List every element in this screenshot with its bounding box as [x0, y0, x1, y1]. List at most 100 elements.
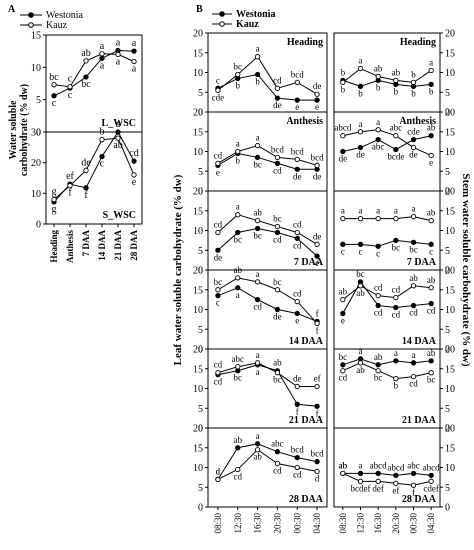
B-stem-21-daa-point-westonia	[428, 358, 434, 364]
B-leaf-stage-label: Anthesis	[286, 116, 323, 127]
B-stem-21-daa-point-kauz	[393, 375, 399, 382]
B-stem-anthesis-point-westonia	[393, 146, 399, 153]
B-leaf-28-daa-line-kauz	[217, 449, 318, 480]
A-xtick-label: 21 DAA	[113, 230, 123, 261]
A-xtick-label: 14 DAA	[97, 230, 107, 261]
B-leaf-21-daa-letter-kauz: a	[256, 350, 260, 360]
B-stem-21-daa-letter-westonia: a	[412, 350, 416, 360]
B-stem-anthesis-point-westonia	[375, 136, 381, 143]
B-leaf-xtick-label: 00:30	[292, 513, 302, 534]
B-stem-heading-letter-kauz: a	[429, 58, 433, 68]
B-stem-7-daa-point-westonia	[410, 239, 417, 246]
panel-a-letter: A	[8, 4, 16, 15]
B-leaf-14-daa-letter-westonia: a	[236, 290, 240, 300]
B-leaf-7-daa-letter-kauz: ab	[253, 208, 262, 218]
A_L_WSC-ytick-label: 0	[36, 128, 41, 139]
B-stem-7-daa-line-westonia	[342, 239, 432, 247]
B-stem-14-daa-point-kauz	[393, 294, 399, 301]
A_S_WSC-frame	[45, 131, 143, 225]
B-stem-anthesis-letter-westonia: ab	[427, 123, 436, 133]
B-stem-21-daa-ytick-label-right: 10	[445, 384, 455, 395]
B-leaf-stage-label: 21 DAA	[289, 415, 324, 426]
A_L_WSC-label: L_WSC	[102, 118, 136, 129]
B-leaf-heading-point-kauz	[274, 85, 281, 91]
B-leaf-7-daa-ytick-label: 10	[193, 226, 203, 237]
legend-b-kauz-label: Kauz	[236, 19, 259, 30]
B-leaf-heading-letter-westonia: c	[216, 75, 220, 85]
B-leaf-21-daa-point-kauz	[235, 364, 241, 370]
B-leaf-14-daa-letter-westonia: f	[316, 308, 319, 318]
B-leaf-14-daa-ytick-label: 15	[193, 285, 203, 296]
B-stem-heading-point-kauz	[357, 65, 364, 72]
B-leaf-heading-point-westonia	[274, 95, 281, 101]
B-leaf-anthesis-point-kauz	[215, 160, 221, 167]
A_S_WSC-letter-kauz: ab	[113, 140, 122, 151]
B-leaf-heading-ytick-label: 0	[198, 108, 203, 119]
A-xtick-label: Anthesis	[65, 230, 75, 264]
A-ylabel-line1: Water soluble	[8, 100, 19, 160]
A_L_WSC-line-westonia	[53, 50, 135, 97]
B-stem-stage-label: 28 DAA	[402, 494, 437, 505]
B-stem-28-daa-letter-kauz: f	[412, 487, 415, 497]
B-leaf-28-daa-letter-westonia: bcd	[311, 449, 324, 459]
B-leaf-heading-point-kauz	[294, 79, 300, 86]
B-leaf-anthesis-letter-kauz: bcd	[271, 144, 284, 154]
B-stem-anthesis-ytick-label-right: 15	[445, 127, 455, 138]
B-stem-14-daa-point-kauz	[357, 283, 364, 289]
legend-b-kauz-marker	[219, 21, 225, 27]
B-stem-28-daa-ytick-label-right: 15	[445, 443, 455, 454]
B-stem-21-daa-letter-westonia: a	[359, 346, 363, 356]
B-leaf-anthesis-letter-westonia: bc	[253, 159, 262, 169]
B-leaf-anthesis-letter-kauz: a	[256, 133, 260, 143]
legend-kauz-marker	[28, 22, 34, 28]
B-stem-28-daa-letter-westonia: ab	[339, 460, 348, 470]
B-leaf-21-daa-letter-kauz: de	[293, 374, 302, 384]
B-stem-14-daa-point-kauz	[428, 285, 434, 291]
B-stem-14-daa-letter-westonia: cd	[374, 308, 383, 318]
A_L_WSC-letter-westonia: bc	[81, 79, 91, 90]
B-stem-28-daa-letter-westonia: abcd	[370, 460, 387, 470]
B-leaf-heading-ytick-label: 5	[198, 88, 203, 99]
B-stem-7-daa-point-kauz	[375, 215, 381, 222]
B-stem-21-daa-line-westonia	[342, 358, 432, 366]
B-leaf-anthesis-ytick-label: 5	[198, 167, 203, 178]
B-stem-heading-point-westonia	[357, 83, 364, 89]
B-stem-14-daa-letter-kauz: ab	[339, 287, 348, 297]
A_S_WSC-point-westonia	[131, 158, 137, 164]
B-stem-14-daa-letter-kauz: ab	[427, 275, 436, 285]
B-leaf-anthesis-ytick-label: 20	[193, 108, 203, 119]
B-stem-heading-letter-westonia: b	[341, 67, 346, 77]
B-leaf-21-daa-letter-kauz: bc	[273, 375, 282, 385]
B-leaf-anthesis-point-kauz	[235, 148, 241, 155]
B-stem-28-daa-line-kauz	[342, 472, 432, 486]
B-stem-28-daa-letter-westonia: a	[359, 460, 363, 470]
B-stem-21-daa-letter-westonia: a	[394, 348, 398, 358]
B-stem-28-daa-letter-kauz: def	[372, 483, 384, 493]
B-stem-7-daa-point-kauz	[340, 215, 346, 222]
B-leaf-heading-ytick-label: 15	[193, 48, 203, 59]
B-stem-anthesis-letter-kauz: abcd	[334, 123, 351, 133]
A_L_WSC-letter-westonia: a	[116, 38, 121, 49]
B-stem-14-daa-ytick-label-right: 10	[445, 305, 455, 316]
B-leaf-14-daa-letter-westonia: c	[216, 298, 220, 308]
B-stem-7-daa-point-kauz	[428, 217, 434, 224]
B-stem-28-daa-ytick-label-right: 0	[445, 503, 450, 514]
legend: Westonia Kauz Westonia Kauz	[20, 9, 275, 31]
A_S_WSC-letter-westonia: f	[84, 190, 88, 201]
B-leaf-heading-letter-kauz: a	[256, 44, 260, 54]
B-stem-heading-point-kauz	[428, 67, 434, 74]
B-leaf-14-daa-letter-kauz: a	[256, 269, 260, 279]
B-leaf-21-daa-letter-kauz: abc	[232, 354, 245, 364]
B-leaf-7-daa-letter-westonia: bc	[253, 231, 262, 241]
A_L_WSC-point-westonia	[51, 93, 57, 99]
B-stem-14-daa-point-westonia	[410, 302, 417, 309]
A-xtick-label: 28 DAA	[129, 230, 139, 261]
B-stem-7-daa-point-westonia	[375, 243, 381, 249]
B-leaf-7-daa-ytick-label: 5	[198, 246, 203, 257]
A_S_WSC-ytick-label: 20	[31, 158, 41, 169]
B-stem-14-daa-point-westonia	[393, 304, 399, 311]
B-leaf-14-daa-point-kauz	[215, 287, 221, 293]
B-leaf-21-daa-ytick-label: 20	[193, 345, 203, 356]
A_L_WSC-point-westonia	[83, 74, 89, 80]
